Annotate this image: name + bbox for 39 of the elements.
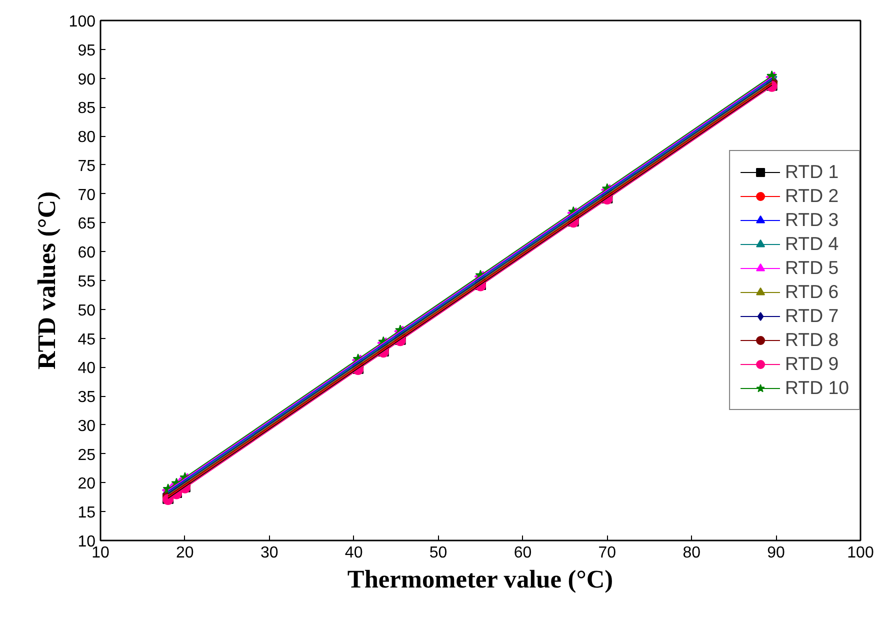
y-tick-label: 75 <box>78 158 96 175</box>
y-axis-title: RTD values (°C) <box>32 191 61 370</box>
legend-label: RTD 6 <box>785 281 839 303</box>
y-tick-label: 35 <box>78 389 96 406</box>
x-tick-label: 30 <box>260 544 278 562</box>
y-tick-label: 60 <box>78 244 96 262</box>
legend-label: RTD 3 <box>785 209 839 231</box>
x-tick-label: 60 <box>514 544 532 562</box>
y-tick-label: 100 <box>68 14 96 30</box>
x-tick-label: 50 <box>429 544 448 562</box>
x-tick-label: 90 <box>767 544 786 562</box>
y-tick-label: 45 <box>78 331 96 348</box>
y-tick-label: 65 <box>78 216 96 233</box>
legend-label: RTD 9 <box>785 353 839 375</box>
x-tick-label: 20 <box>176 544 194 562</box>
y-tick-label: 50 <box>78 302 96 320</box>
legend-label: RTD 7 <box>785 305 839 327</box>
y-tick-label: 55 <box>78 274 96 290</box>
x-tick-label: 100 <box>847 544 874 562</box>
y-tick-label: 40 <box>78 360 96 378</box>
legend-label: RTD 10 <box>785 377 849 399</box>
x-axis-title: Thermometer value (°C) <box>347 566 614 594</box>
y-tick-label: 70 <box>78 186 96 204</box>
x-tick-label: 70 <box>598 544 616 562</box>
legend-label: RTD 5 <box>785 257 839 279</box>
y-tick-label: 80 <box>78 129 96 146</box>
y-tick-label: 95 <box>78 42 96 60</box>
y-tick-label: 30 <box>78 418 96 435</box>
y-tick-label: 20 <box>78 476 96 493</box>
x-tick-label: 40 <box>344 544 363 562</box>
legend-label: RTD 8 <box>785 329 839 351</box>
legend-label: RTD 4 <box>785 233 839 255</box>
x-tick-label: 80 <box>682 544 701 562</box>
y-tick-label: 85 <box>78 100 96 118</box>
y-tick-label: 90 <box>78 71 96 88</box>
y-tick-label: 15 <box>78 504 96 522</box>
y-tick-label: 25 <box>78 446 96 464</box>
legend-label: RTD 2 <box>785 185 839 207</box>
legend-label: RTD 1 <box>785 161 839 183</box>
